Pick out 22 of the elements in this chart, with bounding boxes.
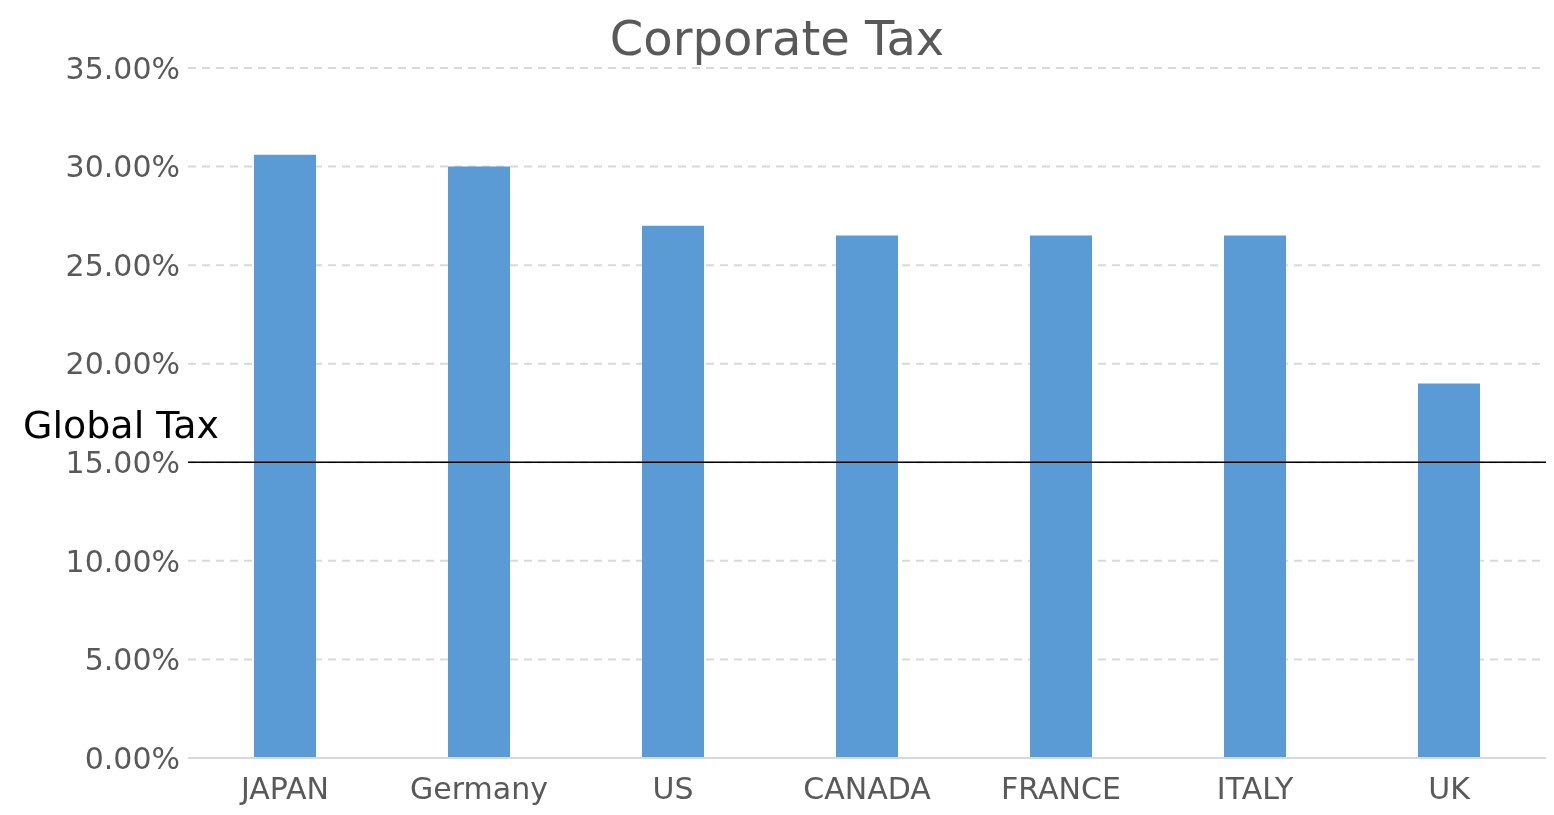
x-tick-label: FRANCE — [1001, 771, 1121, 807]
x-tick-label: Germany — [410, 771, 548, 807]
y-tick-label: 30.00% — [65, 149, 180, 185]
bar — [642, 225, 704, 758]
x-tick-label: CANADA — [803, 771, 932, 807]
x-tick-label: UK — [1428, 771, 1472, 807]
y-tick-label: 10.00% — [65, 543, 180, 579]
y-tick-label: 25.00% — [65, 247, 180, 283]
bar — [254, 154, 316, 758]
bar — [448, 166, 510, 758]
y-tick-label: 35.00% — [65, 50, 180, 86]
x-tick-label: ITALY — [1216, 771, 1294, 807]
bar — [1224, 235, 1286, 758]
y-tick-label: 20.00% — [65, 346, 180, 382]
x-tick-label: US — [652, 771, 694, 807]
bar — [1030, 235, 1092, 758]
bar — [1418, 383, 1480, 758]
bar — [836, 235, 898, 758]
x-tick-label: JAPAN — [239, 771, 329, 807]
chart-title: Corporate Tax — [609, 10, 945, 66]
y-tick-label: 0.00% — [84, 740, 180, 776]
y-tick-label: 5.00% — [84, 642, 180, 678]
